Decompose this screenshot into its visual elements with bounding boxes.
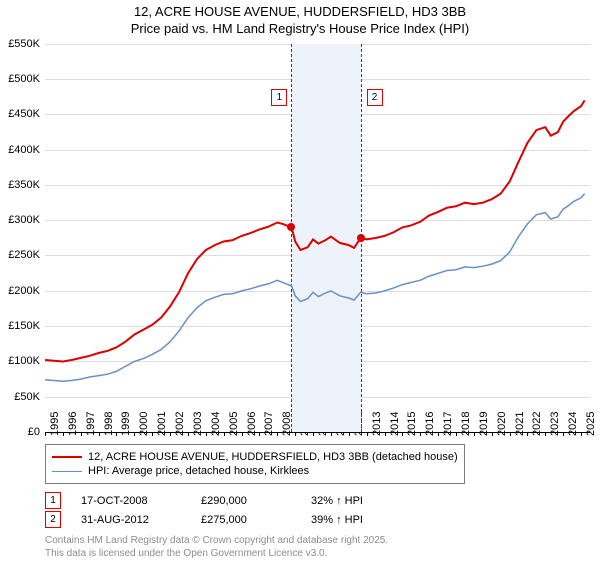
sale-flag-icon: 1 (45, 492, 61, 509)
legend-row-red: 12, ACRE HOUSE AVENUE, HUDDERSFIELD, HD3… (52, 451, 458, 463)
sale-row: 2 31-AUG-2012£275,00039% ↑ HPI (45, 511, 590, 528)
chart-title: 12, ACRE HOUSE AVENUE, HUDDERSFIELD, HD3… (0, 4, 600, 38)
legend-box: 12, ACRE HOUSE AVENUE, HUDDERSFIELD, HD3… (45, 444, 465, 484)
sale-point (357, 234, 365, 242)
legend-and-footer: 12, ACRE HOUSE AVENUE, HUDDERSFIELD, HD3… (45, 444, 590, 560)
sale-row: 1 17-OCT-2008£290,00032% ↑ HPI (45, 492, 590, 509)
y-tick-label: £100K (0, 355, 40, 367)
legend-swatch-blue (52, 471, 82, 472)
sale-point (287, 223, 295, 231)
plot-surface: £0£50K£100K£150K£200K£250K£300K£350K£400… (45, 44, 590, 432)
sale-date: 31-AUG-2012 (81, 514, 201, 526)
series-line-blue (45, 193, 585, 381)
y-tick-label: £0 (0, 426, 40, 438)
chart-plot-area: £0£50K£100K£150K£200K£250K£300K£350K£400… (45, 44, 590, 432)
y-tick-label: £250K (0, 249, 40, 261)
sale-price: £275,000 (201, 514, 311, 526)
sale-price: £290,000 (201, 495, 311, 507)
line-svg (45, 44, 590, 432)
sale-note: 32% ↑ HPI (311, 495, 363, 507)
footer-line1: Contains HM Land Registry data © Crown c… (45, 535, 388, 546)
footer-text: Contains HM Land Registry data © Crown c… (45, 534, 590, 560)
series-line-red (45, 100, 585, 361)
y-tick-label: £450K (0, 108, 40, 120)
y-tick-label: £200K (0, 285, 40, 297)
y-tick-label: £400K (0, 144, 40, 156)
sale-flag-icon: 2 (45, 511, 61, 528)
title-line1: 12, ACRE HOUSE AVENUE, HUDDERSFIELD, HD3… (134, 4, 466, 19)
sale-rows: 1 17-OCT-2008£290,00032% ↑ HPI 2 31-AUG-201… (45, 492, 590, 528)
sale-date: 17-OCT-2008 (81, 495, 201, 507)
legend-label-red: 12, ACRE HOUSE AVENUE, HUDDERSFIELD, HD3… (88, 451, 458, 463)
legend-label-blue: HPI: Average price, detached house, Kirk… (88, 465, 309, 477)
y-tick-label: £500K (0, 73, 40, 85)
sale-note: 39% ↑ HPI (311, 514, 363, 526)
y-tick-label: £350K (0, 179, 40, 191)
x-axis-line (45, 432, 590, 433)
title-line2: Price paid vs. HM Land Registry's House … (131, 21, 469, 36)
y-tick-label: £50K (0, 391, 40, 403)
legend-swatch-red (52, 456, 82, 458)
y-tick-label: £150K (0, 320, 40, 332)
legend-row-blue: HPI: Average price, detached house, Kirk… (52, 465, 458, 477)
footer-line2: This data is licensed under the Open Gov… (45, 548, 327, 559)
y-tick-label: £550K (0, 38, 40, 50)
y-tick-label: £300K (0, 214, 40, 226)
